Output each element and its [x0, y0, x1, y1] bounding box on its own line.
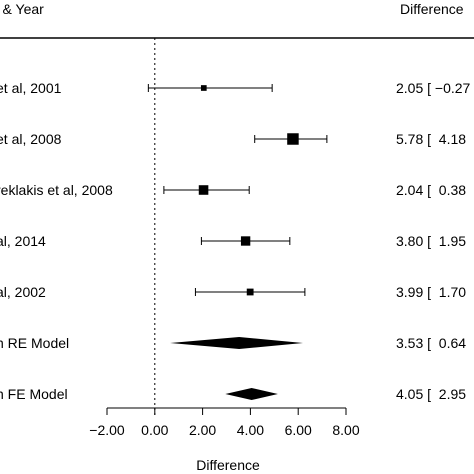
header-study-label: r & Year — [0, 1, 44, 17]
x-axis-title: Difference — [196, 457, 260, 473]
x-tick-label: 8.00 — [332, 422, 359, 438]
point-estimate — [200, 85, 207, 91]
study-row: et al, 2001 2.05 [ −0.27 — [0, 80, 471, 96]
summary-row: n FE Model 4.05 [ 2.95 — [0, 386, 466, 402]
x-tick-label: 6.00 — [285, 422, 312, 438]
x-tick-label: 2.00 — [189, 422, 216, 438]
ci-text: 5.78 [ 4.18 — [396, 131, 466, 147]
summary-diamond — [170, 337, 303, 349]
point-estimate — [246, 288, 254, 296]
point-estimate — [240, 236, 251, 246]
x-tick-label: 4.00 — [237, 422, 264, 438]
summary-label: n FE Model — [0, 386, 68, 402]
ci-text: 2.04 [ 0.38 — [396, 182, 466, 198]
study-label: al, 2014 — [0, 233, 46, 249]
study-row: al, 2014 3.80 [ 1.95 — [0, 233, 466, 249]
ci-text: 3.80 [ 1.95 — [396, 233, 466, 249]
x-tick-label: −2.00 — [89, 422, 125, 438]
ci-text: 3.53 [ 0.64 — [396, 335, 466, 351]
study-row: et al, 2008 5.78 [ 4.18 — [0, 131, 466, 147]
study-label: al, 2002 — [0, 284, 46, 300]
study-label: et al, 2001 — [0, 80, 62, 96]
point-estimate — [287, 133, 299, 145]
ci-text: 2.05 [ −0.27 — [396, 80, 471, 96]
x-axis: −2.00 0.00 2.00 4.00 6.00 8.00 — [89, 407, 360, 438]
summary-label: n RE Model — [0, 335, 69, 351]
ci-text: 3.99 [ 1.70 — [396, 284, 466, 300]
study-row: reklakis et al, 2008 2.04 [ 0.38 — [0, 182, 466, 198]
study-label: reklakis et al, 2008 — [0, 182, 113, 198]
ci-text: 4.05 [ 2.95 — [396, 386, 466, 402]
point-estimate — [198, 185, 209, 195]
study-rows: et al, 2001 2.05 [ −0.27 et al, 2008 5.78 [… — [0, 80, 471, 402]
summary-row: n RE Model 3.53 [ 0.64 — [0, 335, 466, 351]
x-tick-label: 0.00 — [141, 422, 168, 438]
study-row: al, 2002 3.99 [ 1.70 — [0, 284, 466, 300]
study-label: et al, 2008 — [0, 131, 62, 147]
header-effect-label: Difference — [400, 1, 464, 17]
summary-diamond — [225, 388, 278, 400]
